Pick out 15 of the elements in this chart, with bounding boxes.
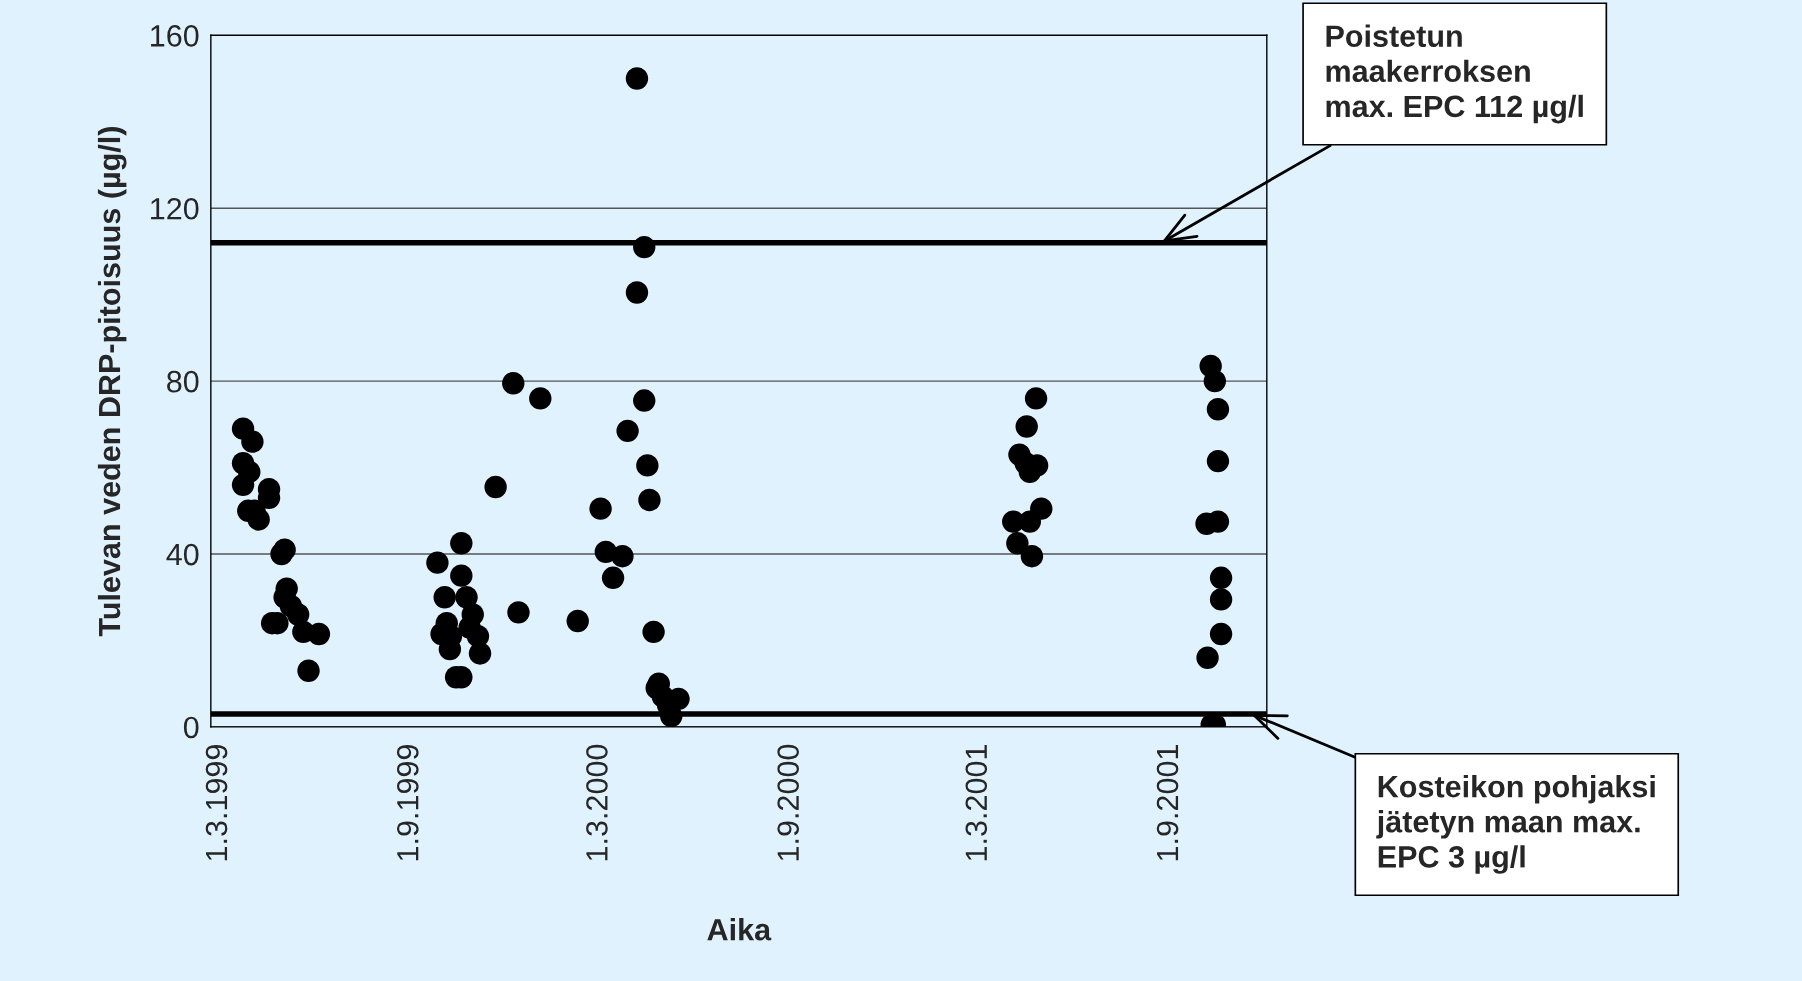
x-tick-label: 1.9.2000 — [777, 744, 799, 861]
x-tick-label: 1.3.2001 — [965, 745, 988, 861]
y-axis-title: Tulevan veden DRP-pitoisuus (µg/l) — [97, 127, 127, 637]
y-tick-label: 80 — [167, 370, 199, 393]
x-tick-label: 1.9.2001 — [1156, 745, 1179, 861]
y-tick-label: 40 — [166, 543, 199, 566]
x-tick-label: 1.3.2000 — [586, 744, 608, 861]
y-tick-label: 160 — [151, 25, 199, 47]
x-tick-label: 1.9.1999 — [396, 745, 419, 861]
x-axis-title: Aika — [707, 918, 772, 941]
y-tick-label: 0 — [183, 716, 199, 739]
ref-line-label: Poistetun maakerroksen max. EPC 112 µg/l — [1326, 24, 1583, 124]
y-tick-label: 120 — [151, 197, 199, 220]
x-tick-label: 1.3.1999 — [205, 745, 228, 861]
ref-line-label: Kosteikon pohjaksi jätetyn maan max. EPC 3 µg/l — [1376, 774, 1655, 874]
